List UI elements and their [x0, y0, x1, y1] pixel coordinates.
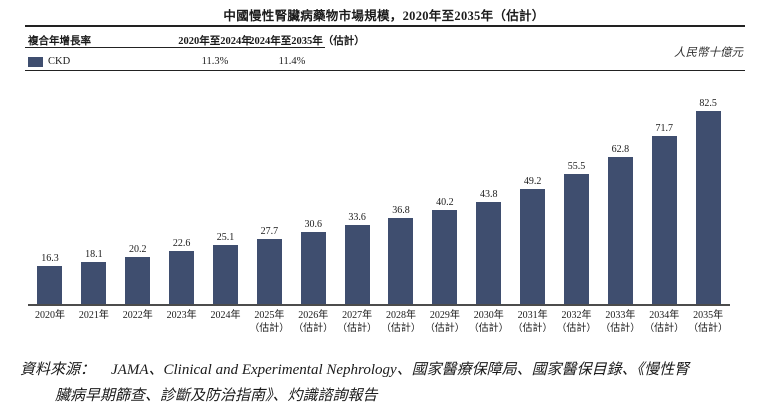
bar-value-label: 18.1 — [85, 248, 103, 260]
bar-value-label: 49.2 — [523, 175, 542, 187]
cagr-period-2: 2024年至2035年（估計） — [249, 36, 365, 47]
cagr-row-header: 複合年增長率 — [28, 36, 91, 47]
x-axis-tick-label: 2021年 — [78, 310, 109, 321]
bar-column: 55.5 — [555, 161, 599, 304]
bar-column: 16.3 — [28, 253, 72, 304]
x-axis-tick-label: 2028年 （估計） — [380, 310, 421, 334]
x-axis-tick-label: 2035年 （估計） — [688, 310, 729, 334]
unit-label: 人民幣十億元 — [674, 47, 743, 59]
bar-column: 62.8 — [598, 144, 642, 304]
x-axis-tick-label: 2022年 — [122, 310, 153, 321]
bar — [37, 265, 63, 304]
bar — [256, 239, 282, 304]
bar — [212, 245, 238, 304]
cagr-period-1: 2020年至2024年 — [178, 36, 252, 47]
bar — [607, 157, 633, 304]
legend-swatch-icon — [28, 56, 43, 67]
bar — [125, 256, 151, 304]
bar-chart-plot: 16.3 18.1 20.2 22.6 25.1 27.7 30.6 33.6 36.8 40.2… — [28, 82, 730, 306]
bar-column: 40.2 — [423, 197, 467, 304]
x-axis-labels: 2020年 2021年 2022年 2023年 2024年 2025年 （估計） 2026年（… — [28, 309, 730, 335]
x-axis-tick-label: 2027年 （估計） — [337, 310, 378, 334]
bar-value-label: 36.8 — [392, 204, 410, 216]
bar-column: 30.6 — [291, 219, 335, 304]
divider-header — [25, 47, 325, 48]
bar-column: 22.6 — [160, 238, 204, 304]
bar-value-label: 33.6 — [348, 212, 366, 224]
legend-label: CKD — [48, 56, 71, 67]
x-axis-tick-label: 2030年 （估計） — [468, 310, 509, 334]
cagr-value-1: 11.3% — [201, 56, 229, 67]
x-axis-tick-label: 2033年 （估計） — [600, 310, 641, 334]
bar — [695, 110, 721, 304]
bar — [344, 225, 370, 304]
x-axis-tick-label: 2026年 （估計） — [293, 310, 334, 334]
divider-bottom — [25, 70, 745, 71]
bar — [476, 201, 502, 304]
bar-value-label: 82.5 — [699, 97, 717, 109]
bar-column: 33.6 — [335, 212, 379, 304]
bar — [520, 188, 546, 304]
source-line-2: 臟病早期篩查、診斷及防治指南》、灼識諮詢報告 — [55, 388, 378, 404]
bar-column: 82.5 — [686, 98, 730, 304]
bar-value-label: 25.1 — [216, 232, 235, 244]
bar-column: 71.7 — [642, 123, 686, 304]
bar-column: 25.1 — [204, 232, 248, 304]
bar — [563, 174, 589, 304]
bar — [432, 209, 458, 304]
x-axis-tick-label: 2034年 （估計） — [644, 310, 685, 334]
bar — [300, 232, 326, 304]
bar — [388, 217, 414, 304]
bar-value-label: 62.8 — [611, 144, 630, 156]
x-axis-tick-label: 2023年 — [166, 310, 197, 321]
bar-column: 49.2 — [511, 176, 555, 304]
bar-value-label: 71.7 — [655, 123, 673, 135]
bar-value-label: 16.3 — [41, 252, 59, 264]
bar-value-label: 40.2 — [436, 196, 454, 208]
bar-value-label: 27.7 — [260, 226, 279, 238]
bar-column: 20.2 — [116, 244, 160, 304]
bar-value-label: 22.6 — [172, 238, 191, 250]
source-note: 資料來源： JAMA、Clinical and Experimental Neph… — [20, 357, 755, 409]
x-axis-tick-label: 2032年 （估計） — [556, 310, 597, 334]
bar — [651, 136, 677, 304]
bar-column: 43.8 — [467, 189, 511, 304]
x-axis-tick-label: 2020年 — [34, 310, 65, 321]
x-axis-tick-label: 2024年 — [210, 310, 241, 321]
x-axis-tick-label: 2029年 （估計） — [424, 310, 465, 334]
bar — [169, 251, 195, 304]
x-axis-tick-label: 2031年 （估計） — [512, 310, 553, 334]
divider-top — [25, 25, 745, 27]
source-label: 資料來源： — [20, 362, 96, 378]
bar-value-label: 43.8 — [479, 188, 498, 200]
bar-column: 27.7 — [247, 226, 291, 304]
bar-value-label: 30.6 — [304, 219, 322, 231]
x-axis-tick-label: 2025年 （估計） — [249, 310, 290, 334]
cagr-value-2: 11.4% — [278, 56, 306, 67]
bar-column: 36.8 — [379, 205, 423, 304]
source-line-1: 資料來源： JAMA、Clinical and Experimental Neph… — [20, 357, 755, 383]
bar-value-label: 55.5 — [567, 161, 586, 173]
bar-value-label: 20.2 — [128, 243, 147, 255]
chart-title: 中國慢性腎臟病藥物市場規模，2020年至2035年（估計） — [223, 9, 545, 23]
legend-item-ckd: CKD — [28, 56, 70, 67]
bar-column: 18.1 — [72, 249, 116, 304]
source-text-1: JAMA、Clinical and Experimental Nephrolog… — [111, 362, 690, 378]
bar — [81, 261, 107, 304]
